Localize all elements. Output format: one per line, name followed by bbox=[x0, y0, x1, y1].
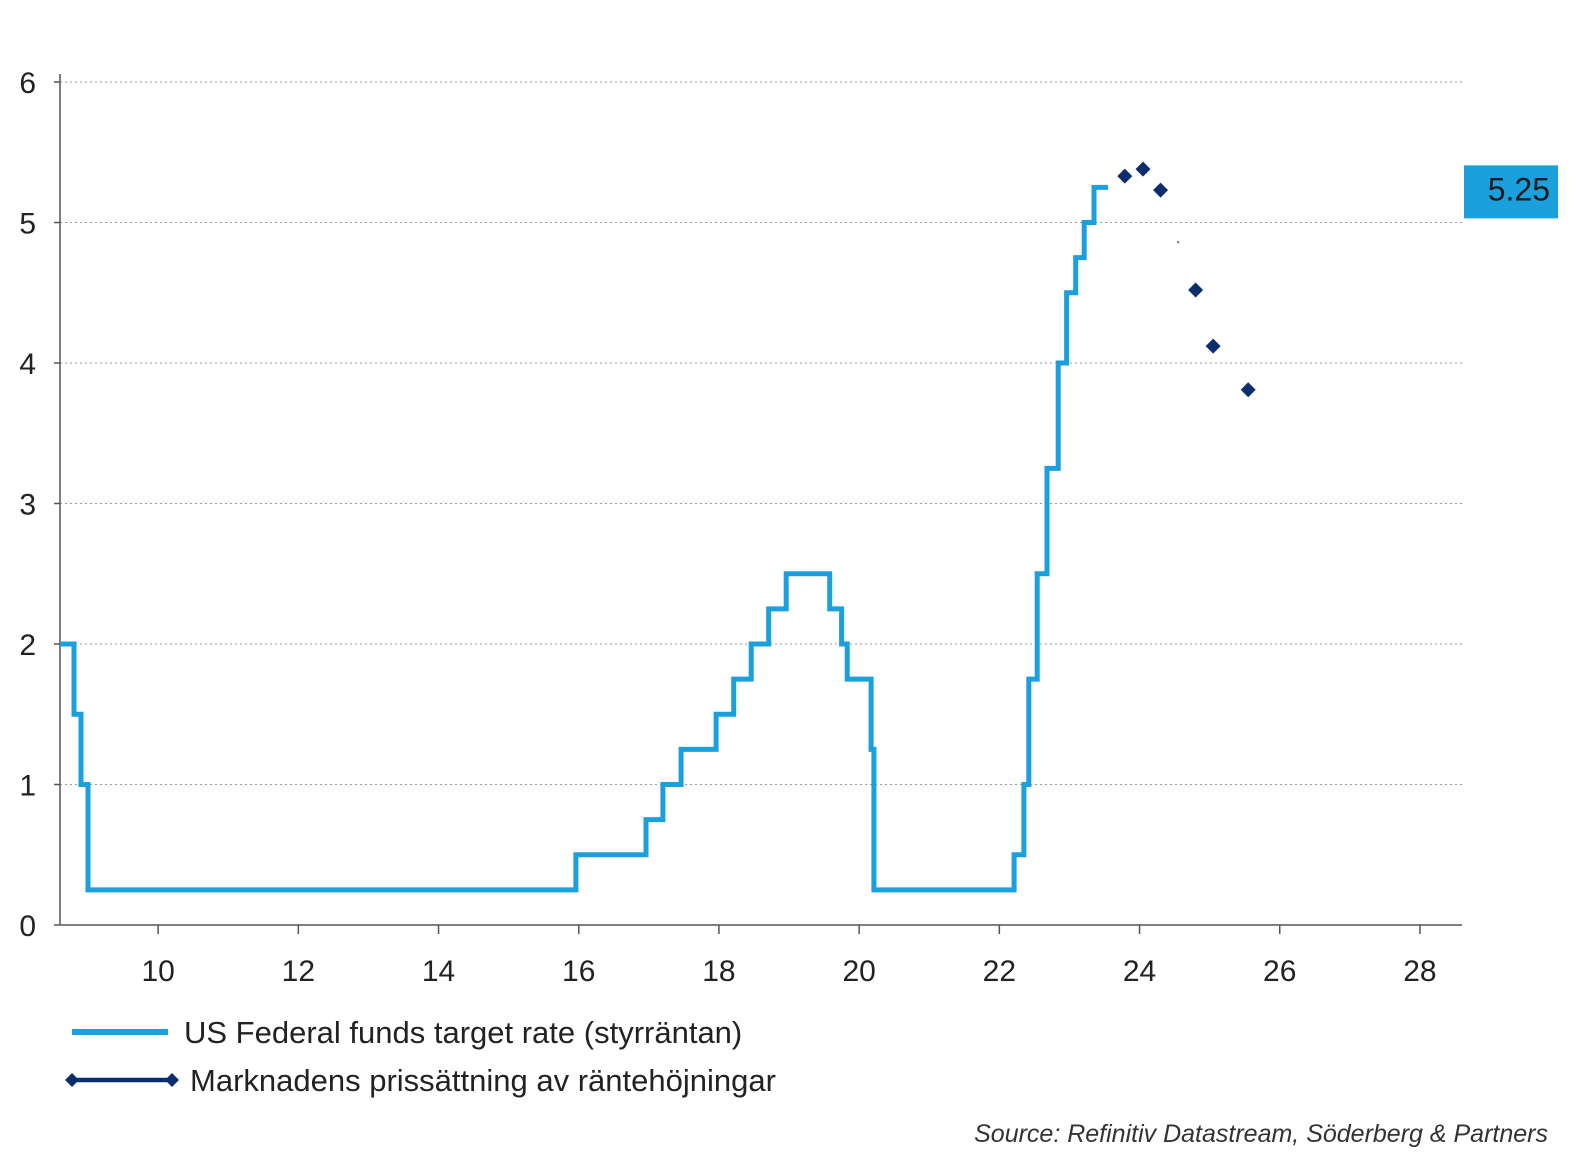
badge-background bbox=[1464, 165, 1558, 219]
x-tick-label: 12 bbox=[282, 955, 315, 988]
y-tick-label: 0 bbox=[19, 910, 36, 943]
market-pricing-point bbox=[1176, 241, 1180, 244]
y-tick-label: 3 bbox=[19, 489, 36, 522]
legend-swatch-marker bbox=[165, 1073, 179, 1087]
market-pricing-point bbox=[1188, 282, 1204, 298]
y-tick-label: 6 bbox=[19, 67, 36, 100]
market-pricing-point bbox=[1205, 338, 1221, 354]
current-rate-badge: 5.25 bbox=[1464, 165, 1558, 219]
legend: US Federal funds target rate (styrräntan… bbox=[65, 1015, 776, 1098]
y-tick-label: 2 bbox=[19, 629, 36, 662]
chart-axes bbox=[59, 74, 1462, 926]
x-tick-label: 24 bbox=[1123, 955, 1156, 988]
x-tick-label: 26 bbox=[1263, 955, 1296, 988]
x-tick-label: 10 bbox=[141, 955, 174, 988]
fed-funds-rate-line bbox=[60, 184, 1108, 893]
x-tick-label: 22 bbox=[983, 955, 1016, 988]
legend-label: US Federal funds target rate (styrräntan… bbox=[184, 1015, 742, 1050]
x-tick-label: 28 bbox=[1403, 955, 1436, 988]
x-tick-label: 20 bbox=[842, 955, 875, 988]
source-note: Source: Refinitiv Datastream, Söderberg … bbox=[974, 1120, 1548, 1148]
market-pricing-point bbox=[1117, 168, 1133, 184]
y-tick-label: 5 bbox=[19, 208, 36, 241]
market-pricing-point bbox=[1240, 382, 1256, 398]
y-tick-label: 4 bbox=[19, 348, 36, 381]
fed-funds-rate-series bbox=[60, 184, 1108, 893]
x-axis-ticks: 10 12 14 16 18 20 22 24 26 28 bbox=[141, 925, 1437, 988]
x-tick-label: 16 bbox=[562, 955, 595, 988]
market-pricing-point bbox=[1153, 182, 1169, 198]
market-pricing-point bbox=[1135, 161, 1151, 177]
y-tick-label: 1 bbox=[19, 770, 36, 803]
legend-swatch-marker bbox=[65, 1073, 79, 1087]
y-axis-ticks: 0 1 2 3 4 5 6 bbox=[19, 67, 60, 943]
market-pricing-series bbox=[1117, 161, 1256, 398]
x-tick-label: 18 bbox=[702, 955, 735, 988]
legend-label: Marknadens prissättning av räntehöjninga… bbox=[190, 1063, 776, 1098]
badge-label: 5.25 bbox=[1488, 171, 1550, 207]
y-gridlines bbox=[60, 81, 1462, 785]
x-tick-label: 14 bbox=[422, 955, 455, 988]
